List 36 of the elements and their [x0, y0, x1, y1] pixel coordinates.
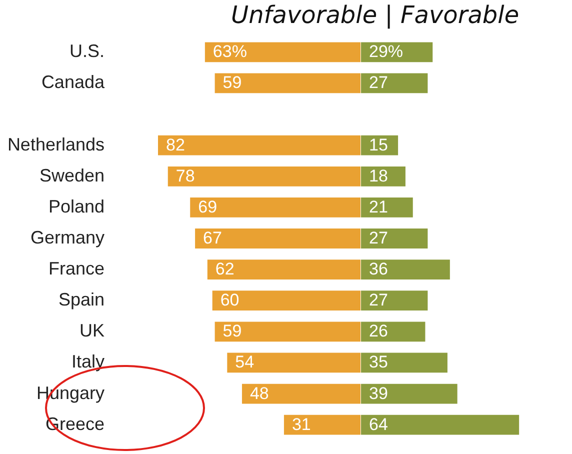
data-label: 15: [369, 135, 388, 154]
data-label: 63%: [212, 42, 247, 62]
data-label: 31: [292, 414, 311, 434]
data-label: 29%: [369, 42, 404, 62]
data-label: 54: [235, 352, 254, 372]
y-tick-label: Poland: [48, 196, 104, 216]
y-tick-label: Germany: [30, 228, 104, 248]
data-label: 59: [222, 73, 242, 92]
data-label: 21: [369, 197, 388, 216]
data-label: 60: [220, 290, 240, 310]
data-label: 35: [369, 352, 388, 372]
data-label: 82: [166, 135, 185, 154]
data-label: 18: [369, 166, 388, 186]
data-label: 62: [215, 260, 234, 279]
data-label: 48: [250, 384, 269, 403]
data-label: 59: [222, 322, 242, 341]
y-tick-label: Sweden: [39, 165, 104, 186]
data-label: 78: [176, 166, 195, 186]
data-label: 27: [369, 228, 388, 248]
data-label: 67: [203, 228, 222, 248]
data-label: 27: [369, 290, 388, 310]
data-label: 26: [369, 322, 388, 341]
data-label: 27: [369, 73, 388, 92]
data-label: 64: [369, 414, 388, 434]
y-tick-label: Netherlands: [7, 134, 104, 154]
y-tick-label: U.S.: [69, 41, 104, 62]
y-tick-label: UK: [79, 320, 104, 341]
y-tick-label: Spain: [58, 290, 104, 310]
data-label: 39: [369, 384, 388, 403]
data-label: 69: [198, 197, 218, 216]
y-tick-label: Canada: [41, 72, 106, 92]
bar: [361, 198, 413, 218]
y-tick-label: Italy: [71, 352, 104, 372]
y-tick-label: France: [48, 258, 104, 279]
chart-title: Unfavorable | Favorable: [231, 1, 520, 29]
data-label: 36: [369, 260, 388, 279]
